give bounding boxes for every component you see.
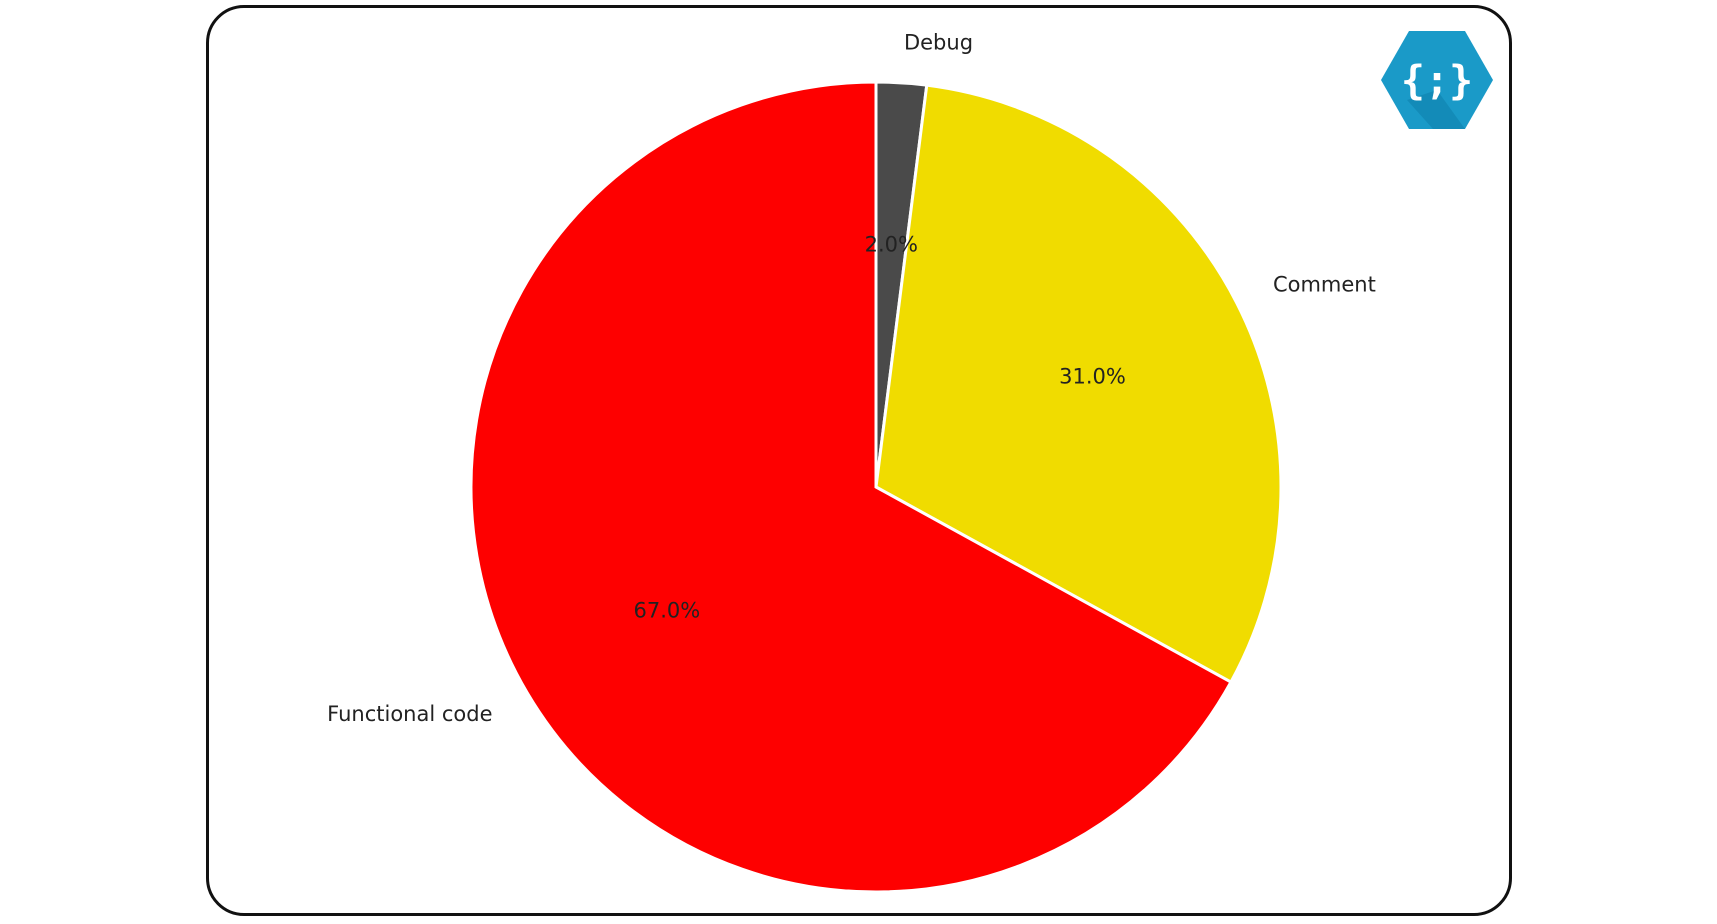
slice-label-functional-code: Functional code <box>327 702 492 726</box>
logo-icon: {;} <box>1381 31 1493 129</box>
pie-slice-comment <box>874 83 1283 685</box>
pie-slices <box>469 80 1283 894</box>
slice-pct-comment: 31.0% <box>1059 365 1126 389</box>
slice-label-debug: Debug <box>904 30 973 54</box>
slice-label-comment: Comment <box>1273 273 1376 297</box>
slice-pct-functional-code: 67.0% <box>633 599 700 623</box>
logo-glyph: {;} <box>1401 58 1473 104</box>
pie-slice-functional-code <box>469 80 1233 894</box>
pie-labels: Debug Comment Functional code 2.0% 31.0%… <box>327 30 1376 725</box>
logo-shadow <box>1407 90 1465 129</box>
slice-pct-debug: 2.0% <box>865 232 918 256</box>
logo-hexagon <box>1381 31 1493 129</box>
